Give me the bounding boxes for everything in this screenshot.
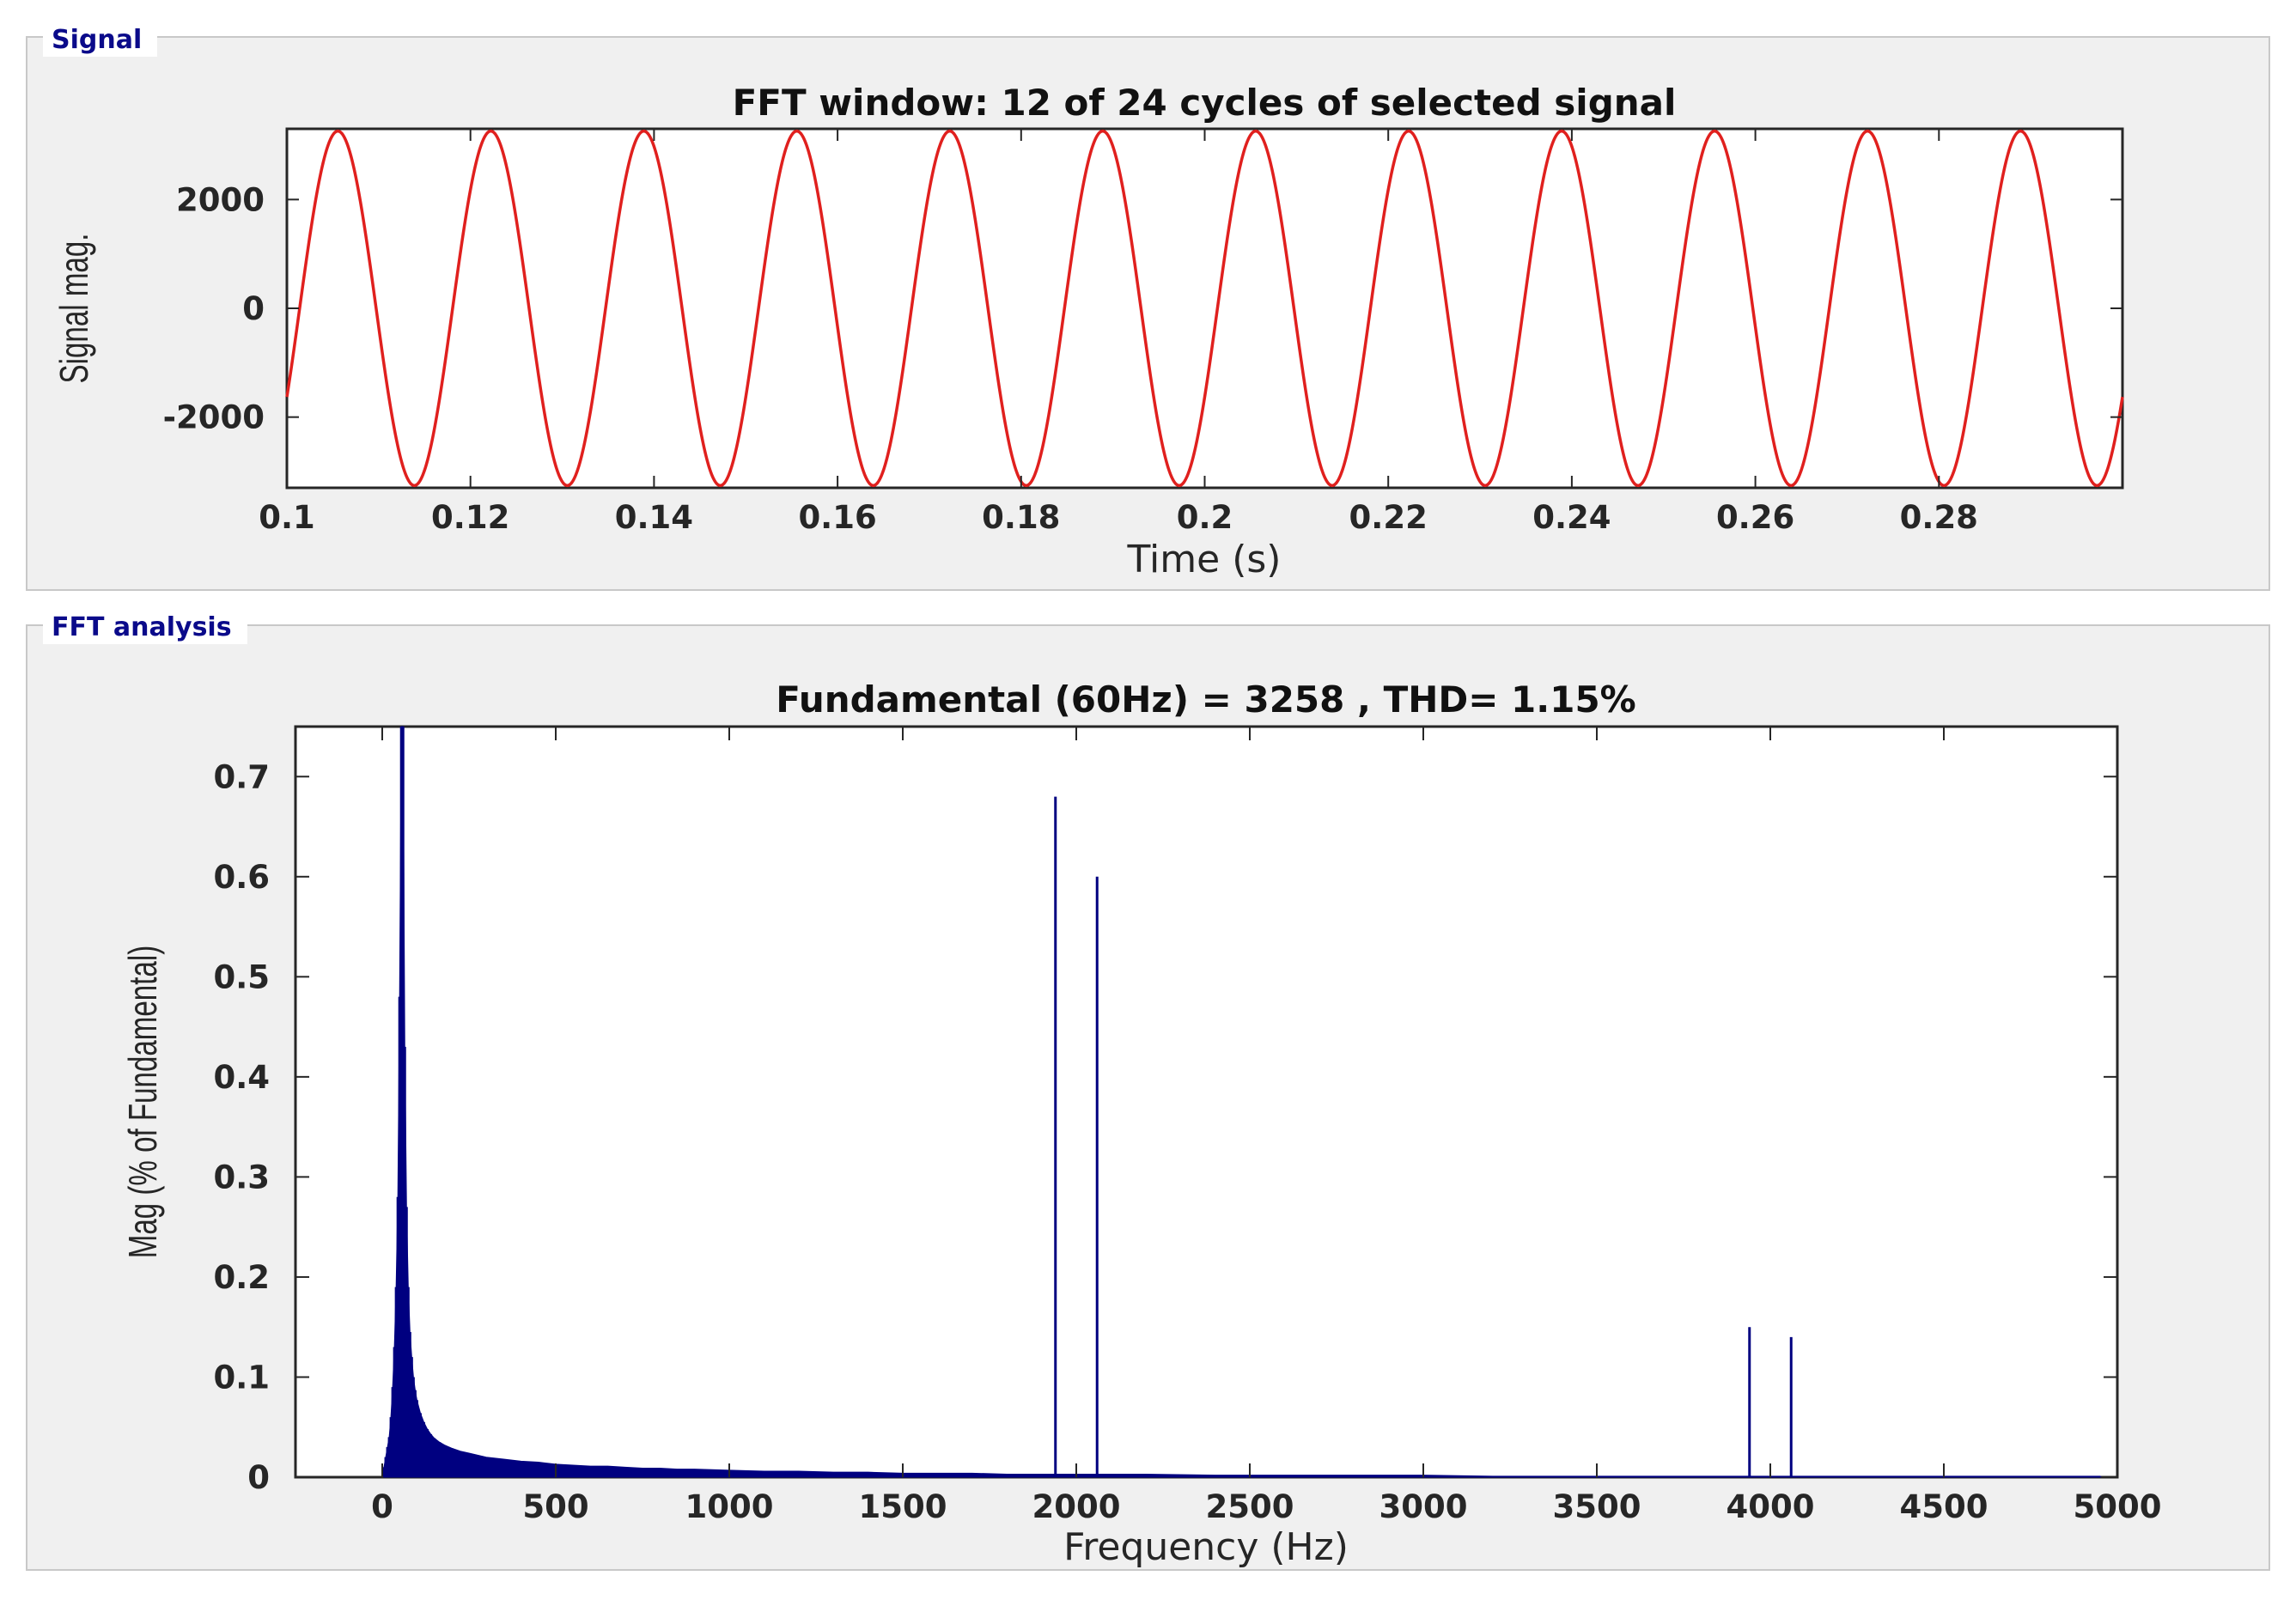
signal-y-tick-label: -2000	[163, 399, 265, 436]
fft-y-tick-label: 0.5	[213, 958, 270, 995]
signal-x-tick-label: 0.28	[1900, 499, 1978, 536]
signal-panel-label: Signal	[43, 24, 158, 57]
fft-x-tick-label: 5000	[2074, 1488, 2162, 1525]
fft-bars-group	[382, 726, 2102, 1478]
signal-x-tick-label: 0.18	[982, 499, 1060, 536]
signal-x-tick-label: 0.16	[798, 499, 876, 536]
fft-y-tick-label: 0.6	[213, 859, 270, 896]
signal-x-tick-label: 0.26	[1716, 499, 1794, 536]
signal-x-axis-title: Time (s)	[1127, 538, 1282, 581]
fft-x-tick-label: 1000	[685, 1488, 774, 1525]
signal-x-tick-label: 0.24	[1532, 499, 1611, 536]
signal-x-tick-label: 0.2	[1177, 499, 1233, 536]
signal-y-tick-label: 0	[242, 290, 265, 327]
signal-x-tick-label: 0.1	[259, 499, 315, 536]
fft-x-ticks: 0 500 1000 1500 2000 2500 3000 3500 4000 4500 5000	[371, 727, 2161, 1525]
fft-x-tick-label: 4000	[1727, 1488, 1815, 1525]
fft-y-tick-label: 0.7	[213, 758, 270, 795]
fft-x-tick-label: 2000	[1032, 1488, 1121, 1525]
signal-x-ticks: 0.1 0.12 0.14 0.16 0.18 0.2 0.22 0.24 0.26 0.28	[259, 129, 1978, 536]
fft-x-tick-label: 500	[522, 1488, 588, 1525]
fft-y-tick-label: 0.1	[213, 1359, 270, 1396]
fft-chart: 0 500 1000 1500 2000 2500 3000 3500 4000 4500 5000…	[122, 678, 2162, 1569]
signal-x-tick-label: 0.22	[1349, 499, 1428, 536]
signal-chart-title: FFT window: 12 of 24 cycles of selected …	[733, 82, 1677, 124]
fft-x-tick-label: 4500	[1900, 1488, 1988, 1525]
fft-y-tick-label: 0.2	[213, 1259, 270, 1296]
signal-chart: 0.1 0.12 0.14 0.16 0.18 0.2 0.22 0.24 0.26 0.28 -…	[53, 82, 2124, 581]
signal-y-axis-title: Signal mag.	[53, 234, 96, 384]
fft-y-tick-label: 0	[247, 1459, 270, 1496]
signal-y-ticks: -2000 0 2000	[163, 181, 2122, 436]
fft-analysis-panel-label: FFT analysis	[43, 611, 247, 644]
fft-x-tick-label: 3500	[1553, 1488, 1641, 1525]
fft-chart-title: Fundamental (60Hz) = 3258 , THD= 1.15%	[776, 678, 1636, 721]
signal-x-tick-label: 0.14	[615, 499, 693, 536]
signal-y-tick-label: 2000	[176, 181, 265, 218]
fft-y-tick-label: 0.3	[213, 1159, 270, 1195]
fft-y-axis-title: Mag (% of Fundamental)	[122, 946, 165, 1258]
fft-x-tick-label: 2500	[1206, 1488, 1294, 1525]
signal-line	[285, 129, 2124, 488]
signal-x-tick-label: 0.12	[431, 499, 509, 536]
fft-plot-area	[294, 725, 2119, 1479]
fft-x-tick-label: 0	[371, 1488, 393, 1525]
fft-x-tick-label: 3000	[1379, 1488, 1468, 1525]
fft-y-tick-label: 0.4	[213, 1059, 270, 1096]
fft-x-tick-label: 1500	[859, 1488, 947, 1525]
fft-y-ticks: 0 0.1 0.2 0.3 0.4 0.5 0.6 0.7	[213, 758, 2117, 1496]
signal-series-group	[285, 129, 2124, 488]
fft-x-axis-title: Frequency (Hz)	[1063, 1525, 1349, 1569]
